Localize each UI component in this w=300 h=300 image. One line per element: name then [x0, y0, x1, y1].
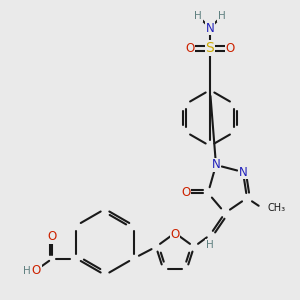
Text: O: O [225, 41, 235, 55]
Text: H: H [218, 11, 226, 21]
Text: S: S [206, 41, 214, 55]
Text: N: N [212, 158, 220, 172]
Text: H: H [22, 266, 30, 275]
Text: O: O [185, 41, 195, 55]
Text: N: N [206, 22, 214, 34]
Text: H: H [194, 11, 202, 21]
Text: O: O [48, 230, 57, 243]
Text: O: O [170, 229, 180, 242]
Text: CH₃: CH₃ [267, 203, 285, 213]
Text: O: O [182, 187, 190, 200]
Text: O: O [32, 264, 41, 277]
Text: N: N [238, 166, 247, 178]
Text: H: H [206, 240, 214, 250]
